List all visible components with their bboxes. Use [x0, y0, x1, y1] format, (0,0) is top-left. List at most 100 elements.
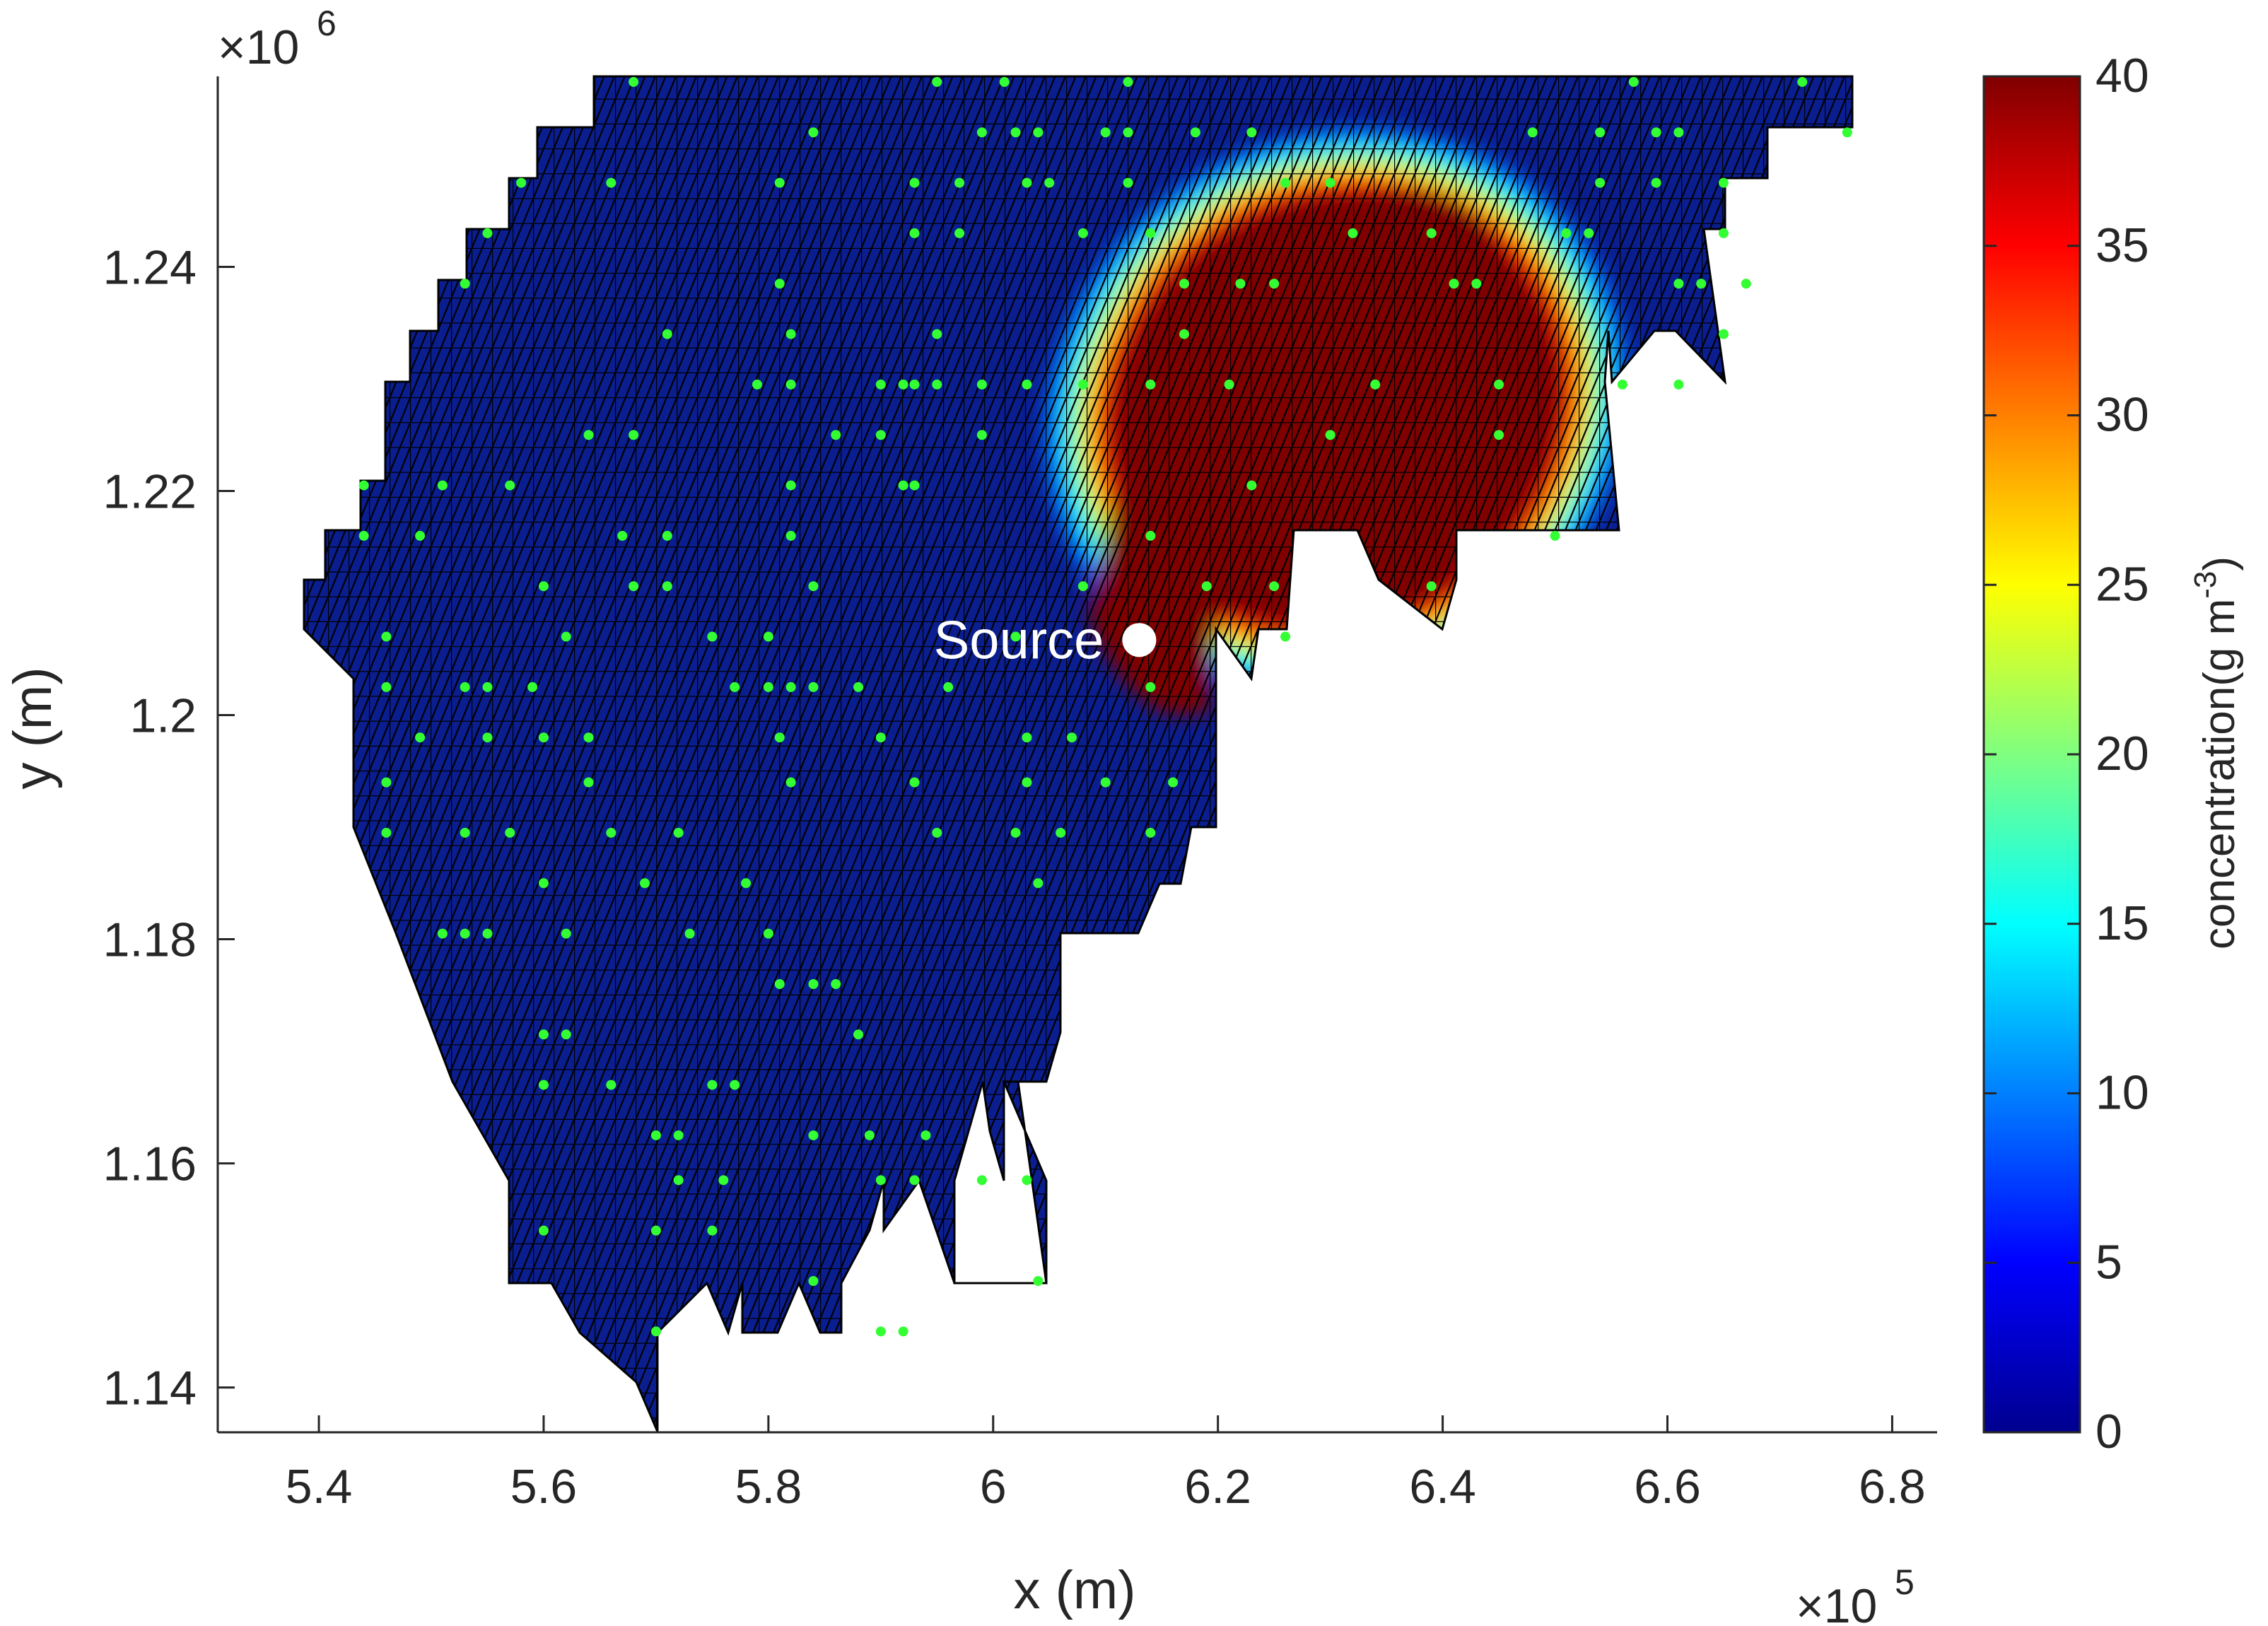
- sensor-point: [1235, 279, 1246, 289]
- sensor-point: [909, 777, 920, 788]
- sensor-point: [875, 430, 886, 440]
- sensor-point: [875, 1175, 886, 1186]
- sensor-point: [482, 732, 493, 743]
- sensor-point: [875, 1326, 886, 1337]
- sensor-point: [538, 1029, 549, 1040]
- sensor-point: [976, 379, 987, 390]
- colorbar-tick-label: 5: [2095, 1235, 2122, 1289]
- sensor-point: [561, 1029, 571, 1040]
- sensor-point: [606, 177, 616, 188]
- sensor-point: [617, 530, 628, 541]
- sensor-point: [932, 827, 942, 838]
- sensor-point: [482, 228, 493, 238]
- sensor-point: [1651, 177, 1661, 188]
- sensor-point: [1145, 228, 1156, 238]
- sensor-point: [1741, 279, 1751, 289]
- sensor-point: [527, 682, 538, 692]
- sensor-point: [1673, 379, 1684, 390]
- sensor-point: [1370, 379, 1381, 390]
- sensor-point: [1673, 127, 1684, 138]
- y-multiplier: ×10 6: [218, 4, 337, 74]
- sensor-point: [909, 379, 920, 390]
- sensor-point: [1628, 76, 1639, 87]
- sensor-point: [1010, 631, 1021, 642]
- sensor-point: [1584, 228, 1594, 238]
- sensor-point: [976, 127, 987, 138]
- sensor-point: [932, 379, 942, 390]
- sensor-point: [898, 480, 908, 491]
- sensor-point: [909, 1175, 920, 1186]
- sensor-point: [932, 329, 942, 339]
- sensor-point: [707, 631, 718, 642]
- colorbar-tick-label: 20: [2095, 727, 2149, 780]
- sensor-point: [898, 379, 908, 390]
- sensor-point: [1269, 279, 1280, 289]
- x-tick-label: 6.2: [1184, 1460, 1251, 1514]
- sensor-point: [1022, 177, 1032, 188]
- sensor-point: [460, 827, 470, 838]
- sensor-point: [707, 1080, 718, 1090]
- sensor-point: [1190, 127, 1200, 138]
- domain-outline: [303, 75, 1854, 1432]
- colorbar: 0 5 10 15 20 25 30 35 40 concentration(g m-3): [1982, 49, 2244, 1458]
- sensor-point: [460, 279, 470, 289]
- sensor-point: [853, 1029, 864, 1040]
- sensor-point: [1426, 228, 1437, 238]
- sensor-point: [853, 682, 864, 692]
- sensor-point: [1246, 127, 1257, 138]
- sensor-point: [1595, 177, 1606, 188]
- sensor-point: [1494, 379, 1504, 390]
- sensor-point: [538, 581, 549, 592]
- sensor-point: [583, 777, 594, 788]
- sensor-point: [1471, 279, 1482, 289]
- y-tick-label: 1.14: [103, 1362, 197, 1415]
- sensor-point: [730, 1080, 740, 1090]
- sensor-point: [1280, 177, 1291, 188]
- sensor-point: [662, 329, 672, 339]
- sensor-point: [909, 228, 920, 238]
- sensor-point: [1123, 127, 1133, 138]
- colorbar-tick-label: 10: [2095, 1066, 2149, 1120]
- sensor-point: [1449, 279, 1459, 289]
- sensor-point: [1201, 581, 1212, 592]
- sensor-point: [505, 827, 515, 838]
- y-tick-label: 1.18: [103, 913, 197, 967]
- sensor-point: [785, 379, 796, 390]
- sensor-point: [460, 928, 470, 939]
- source-marker: Source: [934, 610, 1157, 670]
- sensor-point: [1145, 827, 1156, 838]
- sensor-point: [763, 631, 773, 642]
- sensor-point: [415, 732, 426, 743]
- sensor-point: [1561, 228, 1572, 238]
- sensor-point: [808, 1130, 819, 1140]
- sensor-point: [785, 480, 796, 491]
- sensor-point: [1179, 329, 1190, 339]
- y-tick-label: 1.24: [103, 240, 197, 294]
- sensor-point: [1325, 430, 1335, 440]
- colorbar-label-exponent: -3: [2188, 571, 2223, 599]
- sensor-point: [785, 682, 796, 692]
- sensor-point: [1325, 177, 1335, 188]
- axes: 5.4 5.6 5.8 6 6.2 6.4 6.6 6.8 1.141.161.181.21.…: [3, 4, 1937, 1626]
- y-multiplier-base: ×10: [218, 21, 299, 74]
- sensor-point: [1550, 530, 1560, 541]
- sensor-point: [516, 177, 527, 188]
- sensor-point: [629, 76, 639, 87]
- x-tick-label: 6: [980, 1460, 1007, 1514]
- sensor-point: [1246, 480, 1257, 491]
- sensor-point: [1718, 329, 1729, 339]
- sensor-point: [684, 928, 695, 939]
- sensor-point: [561, 631, 571, 642]
- sensor-point: [1673, 279, 1684, 289]
- sensor-point: [1022, 1175, 1032, 1186]
- sensor-point: [583, 732, 594, 743]
- y-tick-label: 1.2: [129, 689, 197, 743]
- sensor-point: [954, 228, 965, 238]
- sensor-point: [763, 928, 773, 939]
- colorbar-label-main: concentration(g m: [2195, 599, 2244, 949]
- sensor-point: [774, 732, 785, 743]
- sensor-point: [629, 430, 639, 440]
